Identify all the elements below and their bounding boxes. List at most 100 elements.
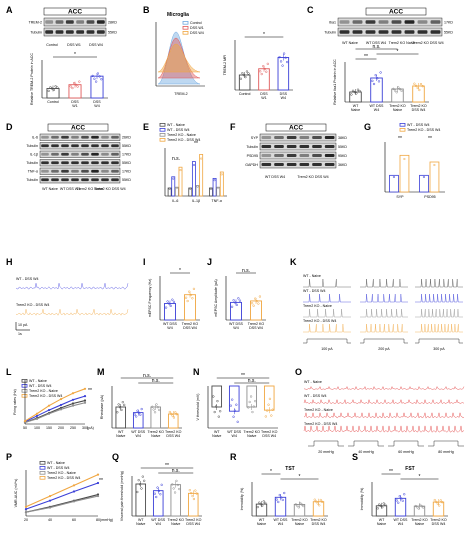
data-point — [153, 411, 157, 414]
data-point — [271, 408, 274, 411]
data-point — [294, 503, 297, 506]
bar — [188, 187, 193, 197]
e-legend-entry: WT - DSS W4 — [167, 128, 190, 132]
d-blot-band — [101, 144, 109, 148]
d-blot-membrane — [39, 159, 121, 167]
c-region-title: ACC — [389, 9, 403, 16]
data-point — [248, 400, 251, 404]
x-tick-label: PSD95 — [424, 195, 435, 199]
e-legend-swatch — [159, 123, 166, 127]
panel-label-n: N — [193, 367, 200, 377]
f-blot-band — [274, 135, 284, 140]
f-blot-band — [261, 153, 272, 158]
data-point — [401, 499, 404, 502]
x-tick-label: Trem2 KO — [244, 430, 261, 434]
a-blot-band — [86, 20, 95, 24]
series-marker — [24, 508, 28, 511]
data-point — [400, 89, 403, 92]
d-blot-band — [51, 178, 59, 182]
bar — [389, 174, 399, 193]
c-blot-band — [417, 20, 428, 24]
f-blot-membrane — [259, 133, 337, 142]
d-protein-label: IL-1β — [30, 153, 38, 157]
b-legend-swatch — [182, 25, 189, 30]
a-blot-band — [45, 20, 54, 24]
series-marker — [72, 500, 76, 503]
data-point — [141, 475, 144, 478]
k-firing-trace — [303, 308, 351, 318]
data-point — [175, 412, 178, 416]
l-legend-entry: WT - Naive — [29, 379, 47, 383]
data-point — [245, 70, 249, 73]
data-point — [403, 493, 406, 496]
bar — [399, 154, 410, 193]
p-legend-swatch — [39, 475, 46, 480]
data-point — [217, 415, 220, 418]
data-point — [395, 91, 398, 94]
c-blot-band — [352, 30, 363, 34]
a-blot-band — [55, 20, 64, 24]
x-tick-label: Naive — [415, 522, 424, 526]
series-marker — [83, 395, 87, 398]
d-lane-label: WT Naive — [42, 187, 58, 191]
k-step-protocol — [415, 338, 463, 344]
f-blot-band — [274, 144, 284, 149]
series-marker — [71, 402, 75, 405]
l-legend-swatch — [21, 393, 28, 398]
data-point — [168, 187, 171, 190]
c-blot-band — [339, 20, 350, 24]
panel-label-c: C — [307, 5, 314, 15]
x-tick-label: Trem2 KO — [389, 104, 406, 108]
e-legend-entry: Trem2 KO - Naive — [167, 133, 196, 137]
data-point — [302, 504, 305, 508]
a-blot-band — [86, 30, 95, 34]
x-tick-label: W1 — [72, 104, 77, 108]
e-legend-entry: WT - Naive — [167, 123, 185, 127]
data-point — [395, 499, 398, 502]
x-tick-label: 20 — [24, 518, 28, 522]
f-kda-label: 95KD — [338, 154, 347, 158]
o-row-label: WT - Naive — [304, 380, 322, 384]
data-point — [379, 71, 382, 74]
x-tick-label: W4 — [278, 522, 283, 526]
bar — [419, 174, 429, 193]
x-axis-label: (mmHg) — [100, 518, 113, 522]
data-point — [188, 489, 191, 492]
c-lane-label: WT Naive — [342, 41, 358, 45]
x-tick-label: WT — [118, 430, 124, 434]
f-blot-band — [286, 162, 297, 167]
x-tick-label: DSS W4 — [183, 326, 197, 330]
a-kda-label: 55KD — [108, 31, 117, 35]
x-tick-label: Naive — [212, 434, 221, 438]
data-point — [270, 414, 273, 417]
data-point — [135, 415, 138, 418]
o-pressure-protocol — [428, 440, 464, 447]
c-blot-band — [352, 20, 363, 24]
x-tick-label: DSS — [93, 100, 101, 104]
x-tick-label: IL-6 — [172, 199, 178, 203]
x-tick-label: Naive — [377, 522, 386, 526]
data-point — [377, 80, 381, 83]
x-tick-label: W1 — [261, 96, 266, 100]
data-point — [350, 93, 353, 96]
d-blot-band — [71, 169, 79, 173]
c-lane-label: WT DSS W4 — [366, 41, 386, 45]
k-firing-trace — [415, 278, 463, 288]
series-marker — [59, 403, 63, 407]
d-blot-band — [51, 152, 59, 156]
p-legend-entry: WT - Naive — [47, 461, 65, 465]
d-blot-band — [81, 152, 89, 156]
x-tick-label: Control — [47, 100, 59, 104]
x-tick-label: WT DSS — [151, 518, 166, 522]
significance-mark: * — [270, 469, 272, 475]
data-point — [54, 85, 57, 88]
x-tick-label: DSS W4 — [432, 522, 446, 526]
x-tick-label: Trem2 KO — [165, 430, 182, 434]
significance-mark: n.s. — [242, 268, 250, 274]
data-point — [264, 415, 267, 418]
data-point — [435, 500, 438, 504]
x-tick-label: Trem2 KO — [168, 518, 185, 522]
d-blot-band — [101, 169, 109, 173]
series-marker — [71, 398, 75, 401]
data-point — [422, 506, 425, 509]
